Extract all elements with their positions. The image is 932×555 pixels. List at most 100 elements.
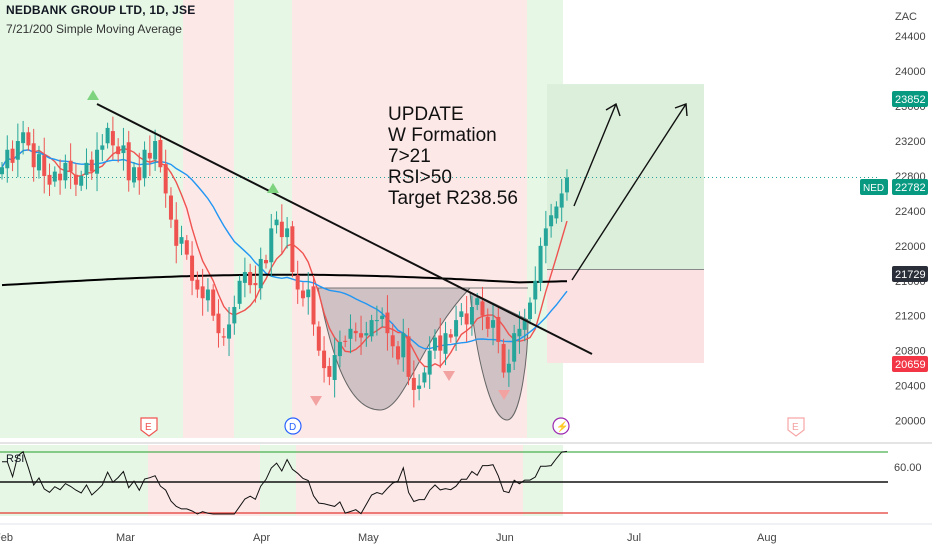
- candle-body-61: [322, 350, 327, 369]
- candle-body-102: [538, 245, 543, 283]
- candle-body-1: [5, 149, 10, 169]
- candle-body-48: [253, 283, 258, 286]
- candle-body-0: [0, 167, 4, 175]
- candle-body-88: [464, 313, 469, 325]
- price-tick-21200: 21200: [895, 311, 926, 323]
- earnings-event-marker[interactable]: E: [140, 417, 158, 437]
- candle-body-89: [469, 306, 474, 325]
- risk-reward-boxes: [0, 84, 880, 363]
- current-price-label: NED 22782: [860, 179, 928, 195]
- candle-body-74: [390, 335, 395, 347]
- candle-body-22: [116, 146, 121, 155]
- zone-2: [234, 0, 292, 438]
- candle-body-46: [242, 272, 247, 283]
- candle-body-15: [79, 175, 84, 186]
- price-tick-22400: 22400: [895, 206, 926, 218]
- annotation-line-3: 7>21: [388, 146, 431, 167]
- svg-text:20659: 20659: [895, 359, 926, 371]
- price-tick-22000: 22000: [895, 241, 926, 253]
- candle-body-101: [533, 280, 538, 300]
- candle-body-73: [385, 312, 390, 334]
- candle-body-65: [343, 340, 348, 342]
- candle-body-33: [174, 219, 179, 246]
- annotation-line-4: RSI>50: [388, 167, 452, 188]
- svg-text:⚡: ⚡: [556, 420, 568, 433]
- candle-body-71: [374, 320, 379, 322]
- candle-body-91: [480, 301, 485, 316]
- candle-body-79: [417, 385, 422, 389]
- candle-body-66: [348, 328, 353, 339]
- annotation-line-1: UPDATE: [388, 104, 464, 125]
- candle-body-2: [10, 148, 15, 163]
- candle-body-51: [269, 228, 274, 263]
- zone-0: [0, 0, 20, 438]
- candle-body-86: [454, 320, 459, 337]
- rsi-zone-2: [260, 445, 296, 516]
- split-event-marker[interactable]: ⚡: [552, 417, 570, 435]
- target-box: [547, 84, 704, 270]
- candle-body-27: [142, 149, 147, 179]
- future-earnings-event-marker[interactable]: E: [787, 417, 805, 437]
- candle-body-8: [42, 155, 47, 176]
- rsi-zone-3: [296, 445, 523, 516]
- svg-text:22782: 22782: [895, 182, 926, 194]
- candle-body-49: [258, 258, 263, 289]
- dividend-event-marker[interactable]: D: [284, 417, 302, 435]
- background-zones: [0, 0, 563, 438]
- candle-body-77: [406, 336, 411, 377]
- candle-body-29: [153, 141, 158, 160]
- candle-body-39: [205, 289, 210, 301]
- sell-marker-2: [498, 390, 510, 400]
- projection-arrowhead-1: [605, 102, 621, 117]
- candle-body-6: [31, 143, 36, 168]
- candle-body-14: [73, 174, 78, 185]
- candle-body-67: [353, 330, 358, 334]
- svg-text:E: E: [792, 422, 799, 433]
- candle-body-75: [396, 346, 400, 360]
- rsi-panel: [0, 442, 932, 516]
- candle-body-26: [137, 167, 142, 181]
- candle-body-100: [528, 302, 532, 320]
- candle-body-87: [459, 311, 464, 317]
- candle-body-103: [543, 228, 548, 246]
- candle-body-38: [200, 286, 205, 299]
- candle-body-82: [432, 337, 437, 351]
- candle-body-32: [168, 195, 173, 220]
- candle-body-83: [438, 335, 443, 351]
- signal-markers: [87, 90, 510, 406]
- candle-body-45: [237, 280, 242, 304]
- trend-drawings: [96, 102, 688, 355]
- svg-text:23852: 23852: [895, 94, 926, 106]
- candle-body-70: [369, 320, 374, 337]
- time-label-feb: Feb: [0, 532, 13, 544]
- svg-text:E: E: [145, 422, 152, 433]
- candle-body-84: [443, 333, 448, 354]
- candle-body-69: [364, 333, 369, 336]
- candle-body-105: [554, 206, 559, 219]
- sma-200-line: [1, 273, 568, 287]
- candles: [0, 116, 569, 408]
- candle-body-95: [501, 344, 506, 373]
- candle-body-40: [211, 289, 216, 316]
- candle-body-62: [327, 366, 332, 377]
- annotation-line-5: Target R238.56: [388, 188, 518, 209]
- candle-body-53: [279, 221, 284, 238]
- candle-body-97: [512, 333, 517, 362]
- zone-early: [20, 0, 183, 438]
- sell-marker-0: [310, 396, 322, 406]
- candle-body-5: [26, 132, 31, 146]
- candle-body-68: [359, 333, 364, 338]
- candle-body-35: [184, 240, 189, 255]
- candle-body-20: [105, 127, 110, 144]
- candle-body-7: [36, 154, 41, 171]
- candle-body-78: [411, 377, 416, 390]
- candle-body-36: [190, 255, 195, 281]
- candle-body-13: [68, 160, 73, 172]
- time-label-aug: Aug: [757, 532, 777, 544]
- candle-body-16: [84, 162, 89, 175]
- buy-marker-0: [87, 90, 99, 100]
- candle-body-10: [52, 171, 57, 182]
- candle-body-25: [132, 167, 136, 183]
- candle-body-59: [311, 286, 316, 325]
